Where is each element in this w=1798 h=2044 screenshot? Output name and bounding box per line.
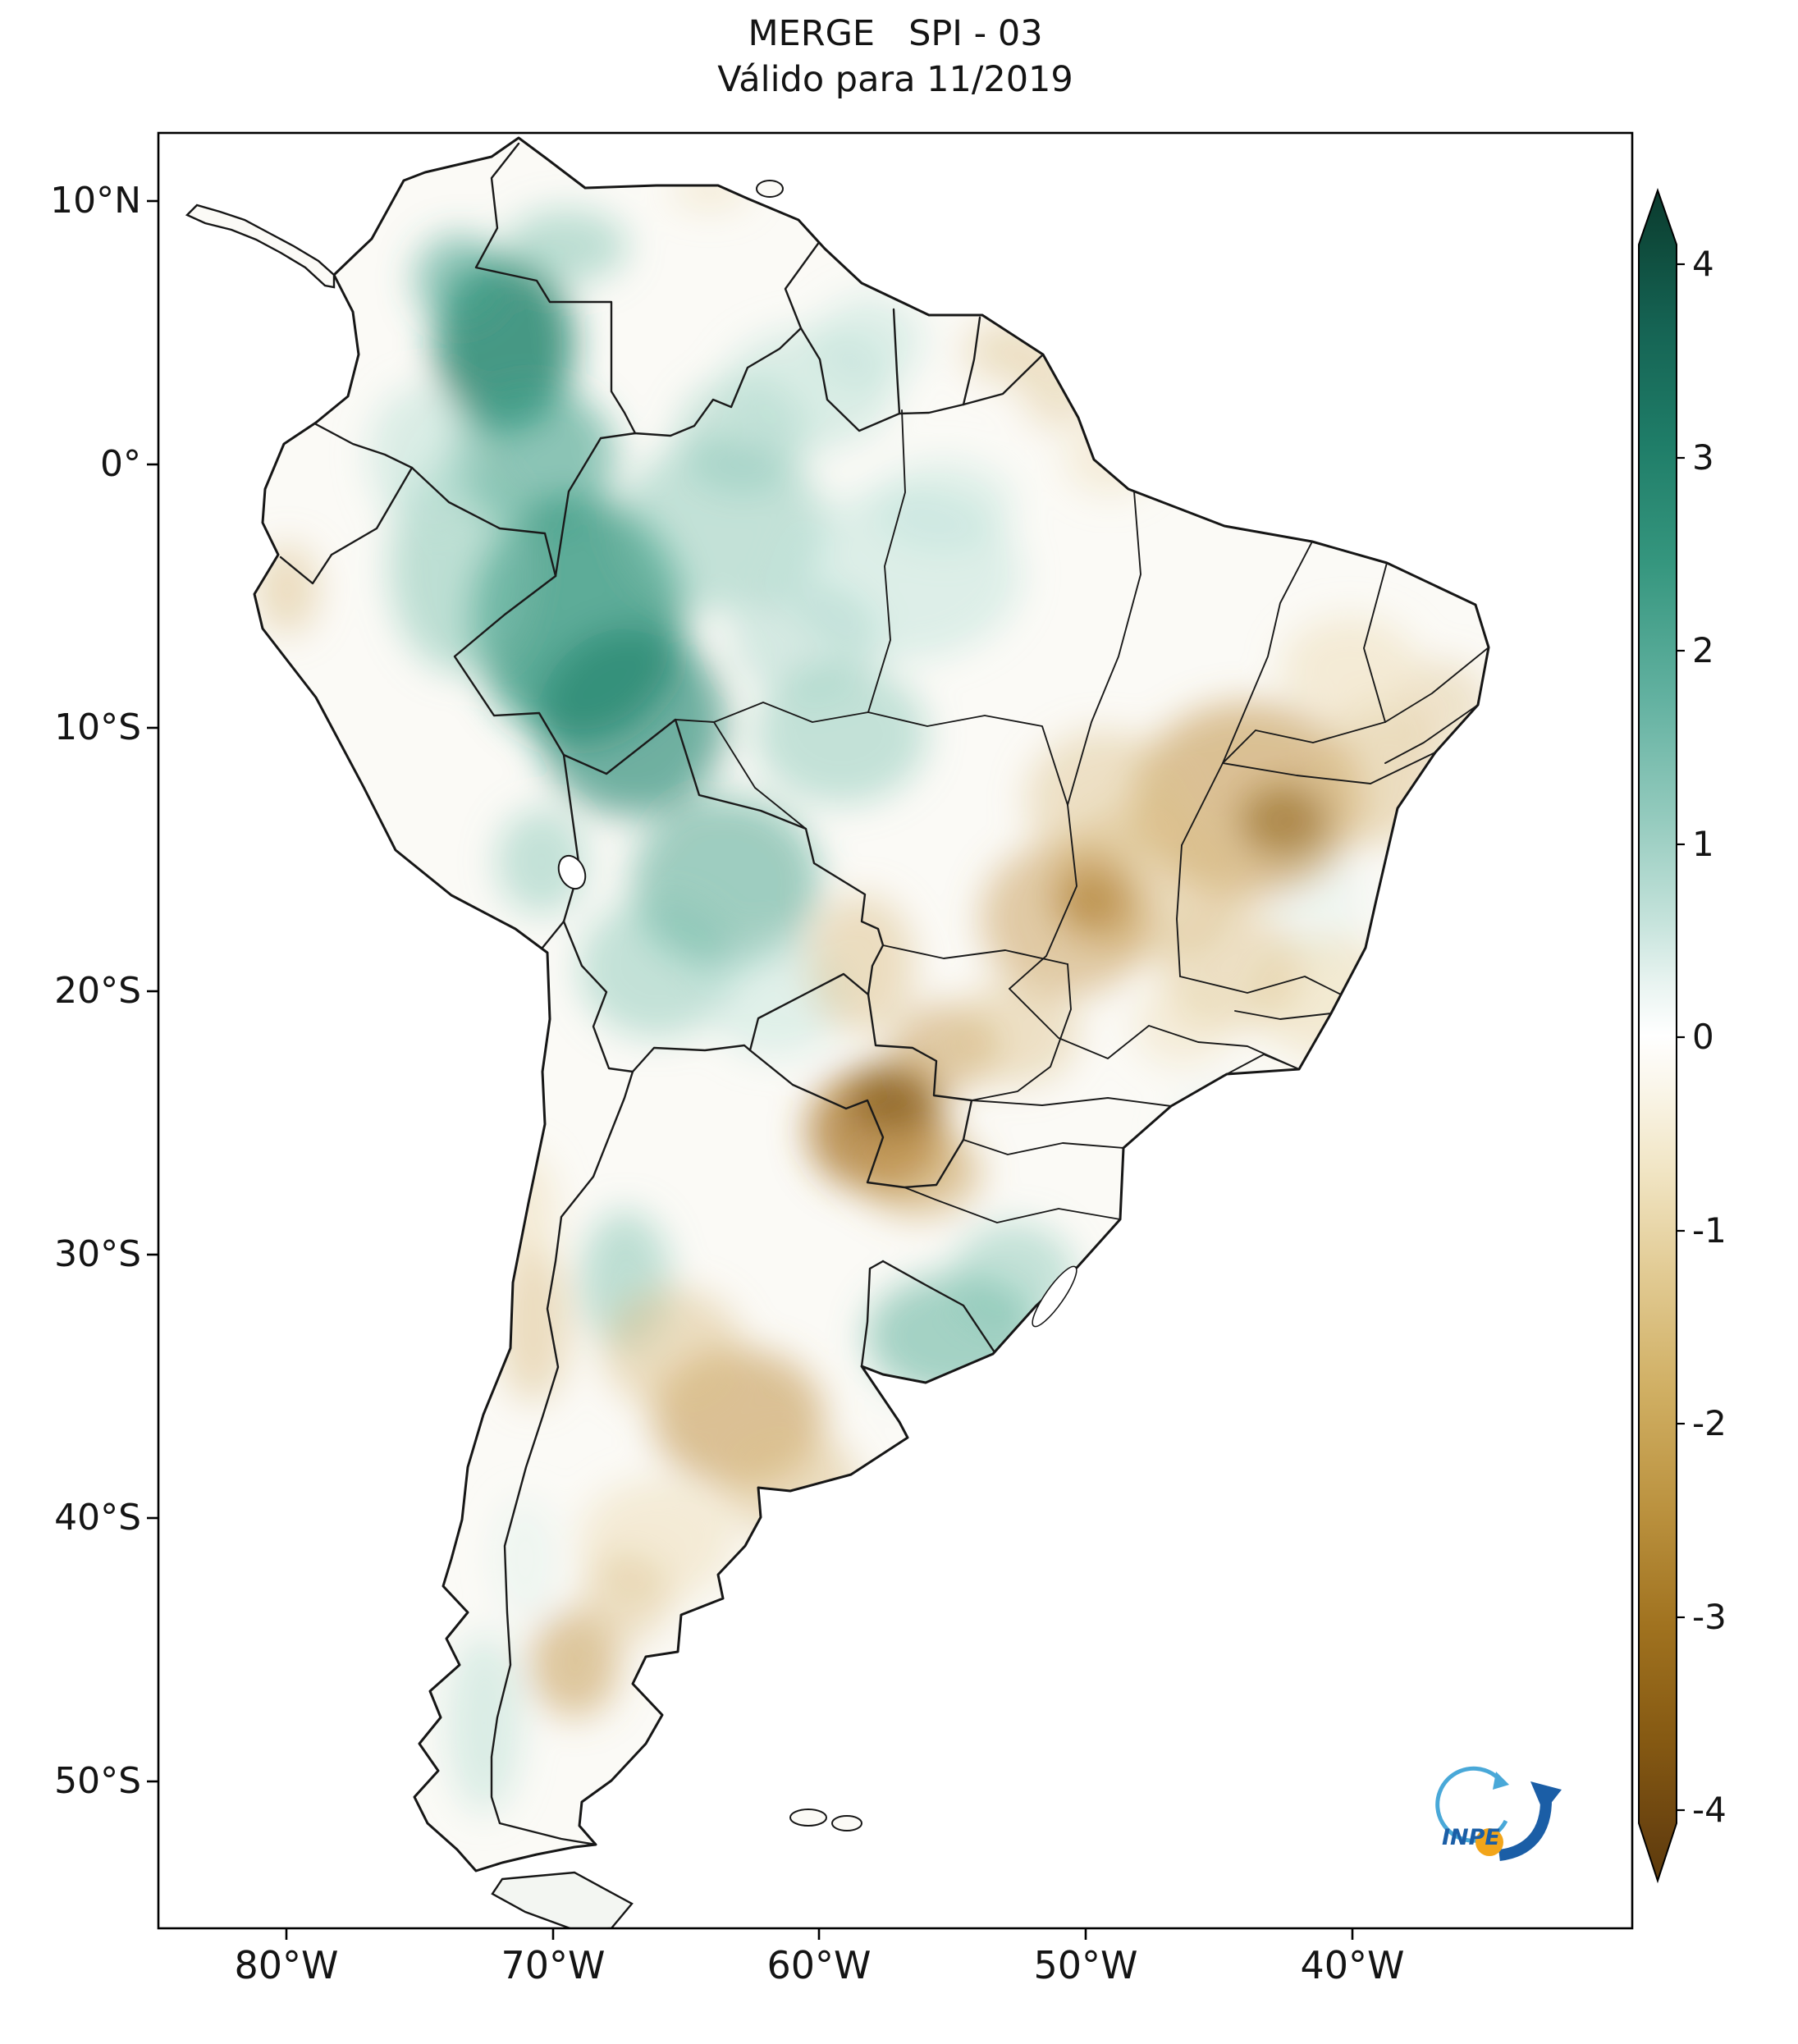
y-axis-tick-marks: [147, 199, 158, 1783]
inpe-logo-text: INPE: [1442, 1825, 1500, 1850]
falkland-island-west: [789, 1809, 827, 1827]
cb-tick-1: 1: [1692, 824, 1714, 864]
figure-subtitle: Válido para 11/2019: [717, 59, 1073, 100]
inpe-swoosh-arrowhead: [1530, 1781, 1562, 1813]
cb-tick-3: 3: [1692, 437, 1714, 478]
cb-tick-4: 4: [1692, 244, 1714, 284]
x-tick-50w: 50°W: [1033, 1943, 1138, 1987]
cb-tick-m2: -2: [1692, 1403, 1727, 1443]
inpe-swoosh-arrow: [1498, 1797, 1553, 1861]
x-tick-70w: 70°W: [501, 1943, 606, 1987]
y-tick-20s: 20°S: [54, 970, 141, 1012]
cb-tick-0: 0: [1692, 1017, 1714, 1057]
cb-tick-m1: -1: [1692, 1210, 1727, 1251]
spi-anomaly-field: [256, 172, 1489, 1813]
tierra-del-fuego-island: [491, 1871, 634, 1928]
y-tick-0: 0°: [100, 443, 141, 485]
x-tick-40w: 40°W: [1300, 1943, 1405, 1987]
x-tick-60w: 60°W: [766, 1943, 872, 1987]
falkland-island-east: [831, 1815, 862, 1831]
y-tick-30s: 30°S: [54, 1233, 141, 1275]
y-tick-50s: 50°S: [54, 1760, 141, 1802]
x-axis-tick-marks: [285, 1928, 1354, 1940]
y-tick-10n: 10°N: [50, 180, 141, 222]
colorbar-tick-marks: [1677, 263, 1685, 1812]
south-america-map: INPE: [185, 136, 1562, 1928]
colorbar: [1638, 187, 1677, 1884]
map-plot-area: INPE: [158, 133, 1632, 1928]
inpe-logo: INPE: [1435, 1766, 1562, 1861]
cb-tick-2: 2: [1692, 630, 1714, 670]
cb-tick-m3: -3: [1692, 1597, 1727, 1637]
y-tick-10s: 10°S: [54, 706, 141, 748]
y-tick-40s: 40°S: [54, 1497, 141, 1539]
x-tick-80w: 80°W: [234, 1943, 339, 1987]
trinidad-island: [756, 180, 784, 198]
figure-title: MERGE SPI - 03: [748, 13, 1043, 54]
cb-tick-m4: -4: [1692, 1790, 1727, 1830]
central-america-strip: [185, 203, 336, 289]
